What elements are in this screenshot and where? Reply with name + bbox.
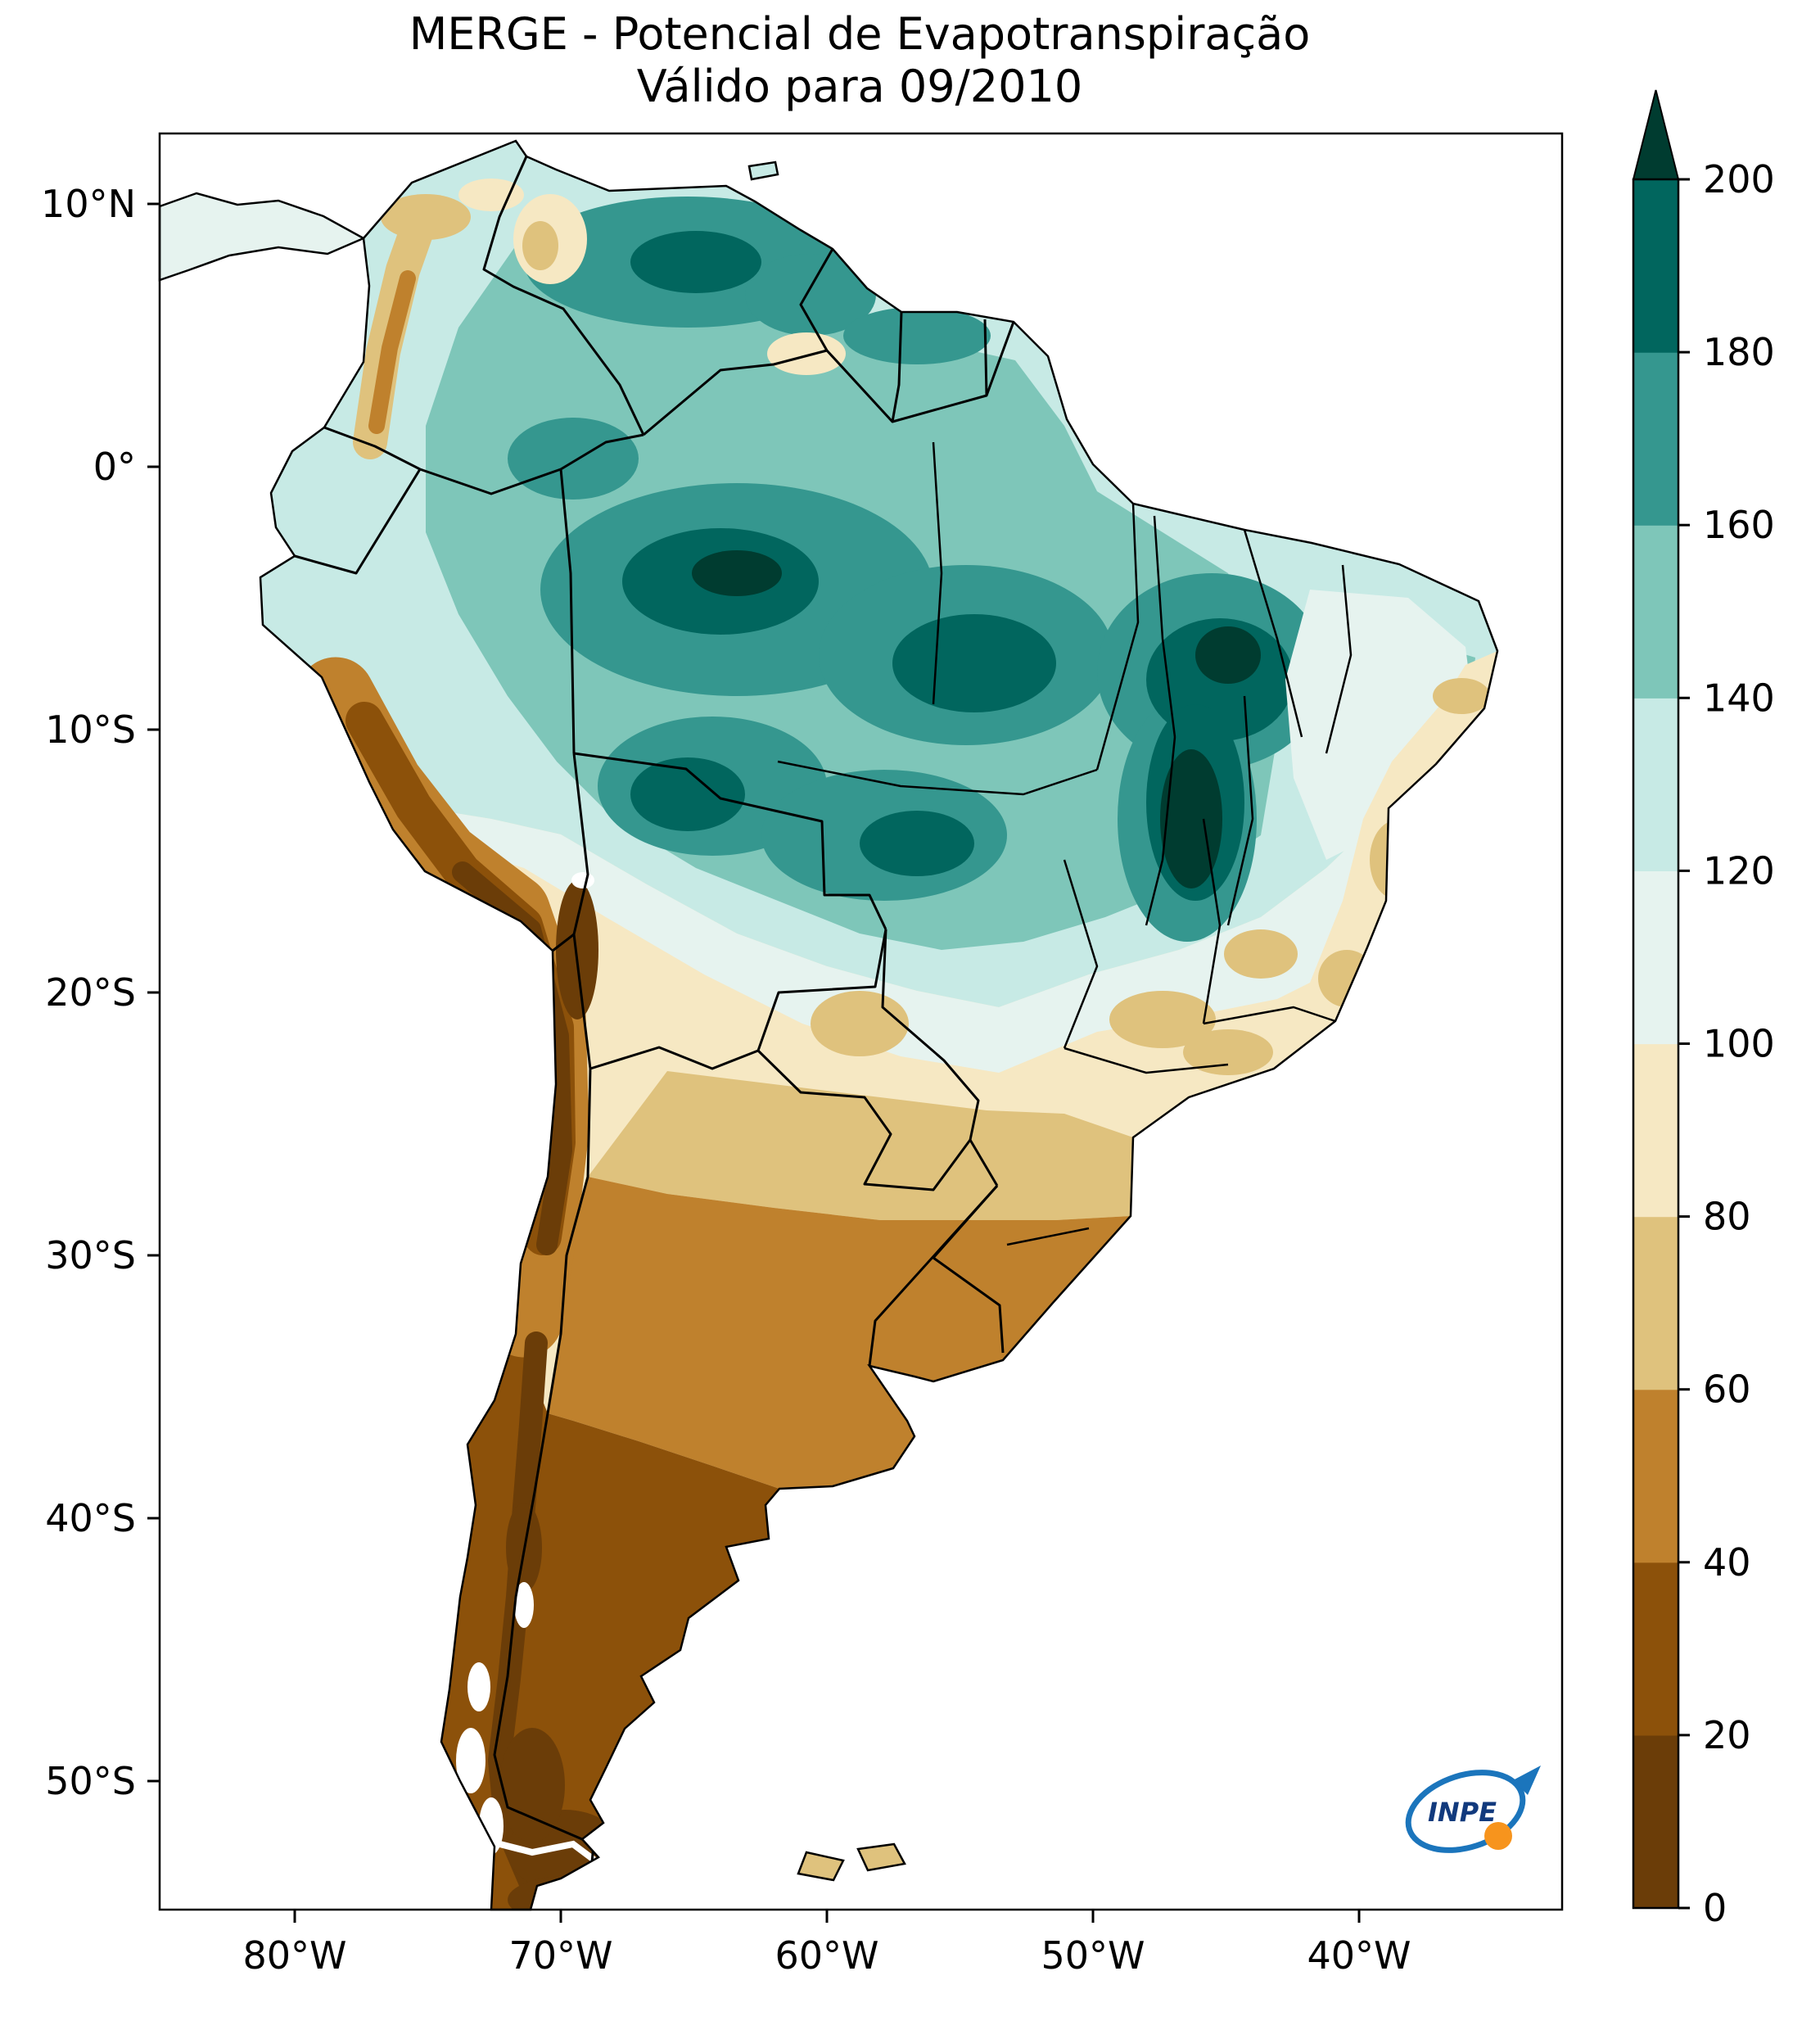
colorbar-tick-label: 60 — [1703, 1368, 1751, 1412]
colorbar-band — [1633, 179, 1678, 353]
colorbar-band — [1633, 1562, 1678, 1736]
central-america-fragment — [158, 192, 366, 282]
colorbar-extend-arrow — [1632, 89, 1680, 180]
lat-tick-label: 30°S — [45, 1233, 136, 1277]
colorbar-tick-label: 20 — [1703, 1713, 1751, 1757]
lon-tick-label: 70°W — [508, 1933, 612, 1978]
colorbar-band — [1633, 698, 1678, 871]
colorbar-band — [1633, 525, 1678, 699]
latitude-axis: 10°N 0° 10°S 20°S 30°S 40°S 50°S — [41, 182, 160, 1803]
colorbar-tick-label: 80 — [1703, 1195, 1751, 1239]
colorbar-tick-label: 180 — [1703, 330, 1775, 374]
island-trinidad — [747, 161, 779, 181]
logo-swoosh — [1405, 1770, 1526, 1853]
logo-text: INPE — [1428, 1797, 1497, 1828]
figure-title: MERGE - Potencial de Evapotranspiração V… — [0, 8, 1719, 113]
colorbar-band — [1633, 1043, 1678, 1218]
colorbar-bands — [1633, 179, 1678, 1909]
lon-tick-label: 60°W — [775, 1933, 878, 1978]
lat-tick-label: 0° — [93, 445, 136, 489]
lat-tick-label: 40°S — [45, 1496, 136, 1540]
lat-tick-label: 10°S — [45, 708, 136, 752]
colorbar-tick-label: 120 — [1703, 848, 1775, 893]
state-borders — [777, 441, 1353, 1246]
lon-tick-label: 40°W — [1307, 1933, 1411, 1978]
lat-tick-label: 20°S — [45, 970, 136, 1015]
colorbar-tick-label: 200 — [1703, 157, 1775, 201]
inpe-logo: INPE — [1405, 1766, 1541, 1853]
colorbar-band — [1633, 870, 1678, 1045]
colorbar-tick-label: 140 — [1703, 676, 1775, 720]
island-group-south — [797, 1842, 906, 1882]
lon-tick-label: 80°W — [242, 1933, 346, 1978]
lon-tick-label: 50°W — [1041, 1933, 1145, 1978]
colorbar-band — [1633, 1389, 1678, 1563]
country-borders — [294, 156, 1015, 1910]
region-band-over-200 — [692, 550, 1261, 888]
colorbar-tick-label: 40 — [1703, 1540, 1751, 1585]
lat-tick-label: 10°N — [41, 182, 136, 226]
colorbar-band — [1633, 1216, 1678, 1390]
colorbar-ticks: 0 20 40 60 80 100 120 140 160 180 200 — [1678, 157, 1775, 1930]
plot-frame — [158, 132, 1564, 1911]
colorbar-tick-label: 160 — [1703, 503, 1775, 547]
colorbar-tick-label: 100 — [1703, 1022, 1775, 1066]
title-line-2: Válido para 09/2010 — [636, 61, 1083, 112]
longitude-axis: 80°W 70°W 60°W 50°W 40°W — [242, 1910, 1411, 1978]
region-band-40-60 — [548, 1177, 1131, 1489]
colorbar-band — [1633, 352, 1678, 526]
title-line-1: MERGE - Potencial de Evapotranspiração — [409, 8, 1311, 60]
colombia-andes-core — [368, 270, 416, 434]
logo-arrow-icon — [1513, 1766, 1541, 1795]
colorbar-band — [1633, 1734, 1678, 1909]
colorbar-tick-label: 0 — [1703, 1886, 1727, 1930]
logo-ball-icon — [1484, 1822, 1512, 1850]
lat-tick-label: 50°S — [45, 1759, 136, 1803]
